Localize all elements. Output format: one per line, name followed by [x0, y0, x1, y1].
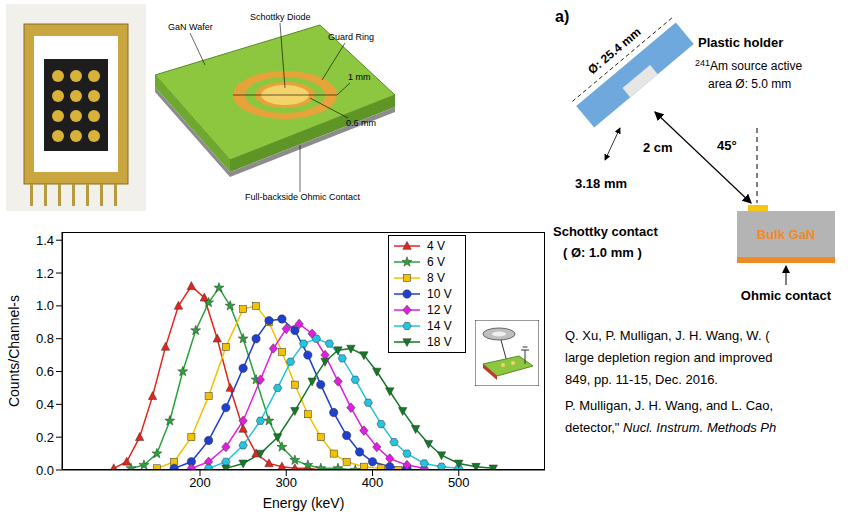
- svg-text:0.0: 0.0: [36, 463, 54, 478]
- html-text:10 V: 10 V: [427, 287, 452, 301]
- html-text:4 V: 4 V: [427, 239, 445, 253]
- svg-text:large depletion region and imp: large depletion region and improved: [565, 350, 772, 365]
- svg-text:Ø: 25.4 mm: Ø: 25.4 mm: [585, 25, 644, 77]
- svg-text:GaN Wafer: GaN Wafer: [168, 22, 213, 32]
- svg-text:2 cm: 2 cm: [643, 140, 673, 155]
- svg-text:Bulk GaN: Bulk GaN: [757, 227, 816, 242]
- svg-text:area Ø: 5.0 mm: area Ø: 5.0 mm: [708, 77, 791, 91]
- svg-text:P. Mulligan, J. H. Wang, and L: P. Mulligan, J. H. Wang, and L. Cao,: [565, 398, 773, 413]
- svg-text:a): a): [555, 8, 569, 25]
- svg-text:1 mm: 1 mm: [348, 72, 371, 82]
- html-text:6 V: 6 V: [427, 255, 445, 269]
- svg-text:Schottky contact: Schottky contact: [553, 224, 658, 239]
- svg-text:1.2: 1.2: [36, 266, 54, 281]
- svg-text:Energy (keV): Energy (keV): [263, 495, 345, 511]
- html-text:8 V: 8 V: [427, 271, 445, 285]
- svg-text:3.18 mm: 3.18 mm: [575, 176, 627, 191]
- svg-text:Schottky Diode: Schottky Diode: [250, 12, 311, 22]
- html-text:14 V: 14 V: [427, 319, 452, 333]
- svg-text:1.4: 1.4: [36, 233, 54, 248]
- svg-text:0.6: 0.6: [36, 364, 54, 379]
- svg-text:500: 500: [448, 475, 470, 490]
- html-text:12 V: 12 V: [427, 303, 452, 317]
- svg-text:0.2: 0.2: [36, 430, 54, 445]
- svg-text:400: 400: [362, 475, 384, 490]
- svg-text:300: 300: [275, 475, 297, 490]
- svg-text:Ohmic contact: Ohmic contact: [741, 288, 832, 303]
- svg-text:241Am source active: 241Am source active: [695, 58, 802, 73]
- svg-text:Guard Ring: Guard Ring: [328, 32, 374, 42]
- svg-text:( Ø: 1.0 mm ): ( Ø: 1.0 mm ): [563, 245, 642, 260]
- svg-text:0.6 mm: 0.6 mm: [346, 118, 376, 128]
- svg-text:Counts/Channel-s: Counts/Channel-s: [6, 295, 22, 407]
- svg-text:849, pp. 11-15, Dec. 2016.: 849, pp. 11-15, Dec. 2016.: [565, 372, 718, 387]
- svg-text:detector," Nucl. Instrum. Meth: detector," Nucl. Instrum. Methods Ph: [565, 420, 776, 435]
- svg-text:Q. Xu, P. Mulligan, J. H. Wang: Q. Xu, P. Mulligan, J. H. Wang, W. (: [565, 328, 770, 343]
- html-text:18 V: 18 V: [427, 335, 452, 349]
- svg-text:0.8: 0.8: [36, 331, 54, 346]
- svg-text:0.4: 0.4: [36, 397, 54, 412]
- svg-text:45°: 45°: [717, 138, 737, 153]
- svg-text:200: 200: [189, 475, 211, 490]
- svg-text:Plastic holder: Plastic holder: [698, 35, 783, 50]
- svg-text:Full-backside Ohmic Contact: Full-backside Ohmic Contact: [245, 192, 361, 202]
- svg-text:1.0: 1.0: [36, 298, 54, 313]
